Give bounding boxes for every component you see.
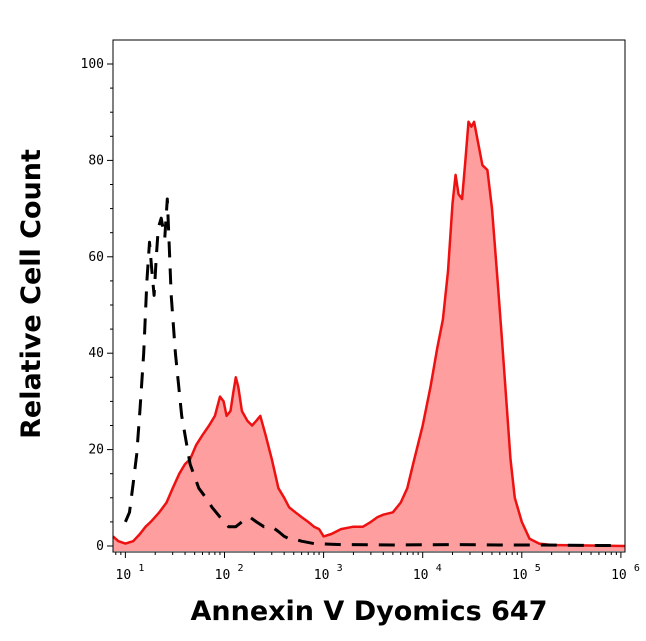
y-tick-label: 0 <box>96 539 104 554</box>
series-layer <box>112 120 626 552</box>
x-tick-label: 10 1 <box>116 563 145 583</box>
y-tick-label: 60 <box>88 250 104 265</box>
x-tick-exponent: 4 <box>436 563 442 574</box>
x-tick-label: 10 5 <box>512 563 541 583</box>
series-line-stained <box>112 120 626 548</box>
x-tick-base: 10 <box>116 568 132 583</box>
axis-ticks: 0 20 40 60 80 100 10 1 10 2 10 3 10 4 10 5 10 6 <box>81 57 640 583</box>
x-tick-base: 10 <box>413 568 429 583</box>
x-tick-label: 10 4 <box>413 563 442 583</box>
y-tick-label: 40 <box>88 346 104 361</box>
x-tick-exponent: 6 <box>634 563 640 574</box>
x-tick-exponent: 2 <box>237 563 243 574</box>
y-tick-label: 20 <box>88 443 104 458</box>
x-tick-base: 10 <box>512 568 528 583</box>
x-tick-base: 10 <box>314 568 330 583</box>
x-tick-base: 10 <box>215 568 231 583</box>
series-area-fill <box>113 121 625 552</box>
x-tick-label: 10 2 <box>215 563 244 583</box>
y-tick-label: 100 <box>81 57 104 72</box>
x-tick-exponent: 5 <box>535 563 541 574</box>
y-tick-label: 80 <box>88 153 104 168</box>
x-tick-label: 10 3 <box>314 563 343 583</box>
y-axis-title: Relative Cell Count <box>16 149 47 439</box>
x-tick-base: 10 <box>611 568 627 583</box>
x-tick-label: 10 6 <box>611 563 640 583</box>
x-tick-exponent: 3 <box>337 563 343 574</box>
plot-frame <box>112 39 626 553</box>
series-line-control <box>124 197 621 547</box>
x-axis-title: Annexin V Dyomics 647 <box>190 596 547 627</box>
x-tick-exponent: 1 <box>138 563 144 574</box>
